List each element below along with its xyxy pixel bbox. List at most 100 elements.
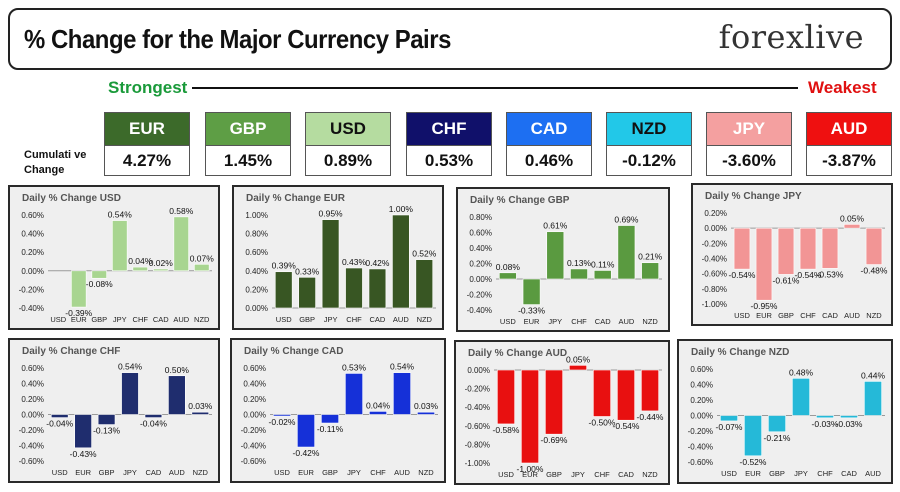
data-label: 0.03% <box>414 401 439 411</box>
chart-panel: Daily % Change NZD 0.60% 0.40% 0.20% 0.00% -0… <box>677 339 893 484</box>
bar <box>417 411 435 415</box>
data-label: -0.95% <box>751 301 778 311</box>
bar <box>521 369 539 464</box>
cumulative-label-line: Cumulati ve <box>24 149 87 161</box>
bar <box>393 372 411 415</box>
x-tick-label: JPY <box>347 468 361 477</box>
bar <box>50 414 69 418</box>
y-tick-label: -0.40% <box>688 443 713 452</box>
x-tick-label: CAD <box>618 470 634 479</box>
y-tick-label: 0.20% <box>704 209 727 218</box>
data-label: -0.04% <box>140 419 167 429</box>
data-label: 0.44% <box>861 370 886 380</box>
data-label: -0.21% <box>764 433 791 443</box>
currency-name: EUR <box>105 113 189 145</box>
data-label: 0.11% <box>591 259 615 269</box>
x-tick-label: JPY <box>123 468 137 477</box>
x-tick-label: NZD <box>417 315 433 324</box>
currency-tile-gbp: GBP 1.45% <box>205 112 291 176</box>
data-label: 0.04% <box>128 256 153 266</box>
y-tick-label: 0.00% <box>21 411 44 420</box>
bar <box>121 372 139 415</box>
y-tick-label: 0.60% <box>21 211 44 220</box>
x-tick-label: GBP <box>778 311 794 320</box>
currency-tile-usd: USD 0.89% <box>305 112 391 176</box>
data-label: -1.00% <box>517 464 544 474</box>
data-label: -0.07% <box>716 422 743 432</box>
x-tick-label: CHF <box>594 470 610 479</box>
x-tick-label: USD <box>52 468 68 477</box>
currency-tile-cad: CAD 0.46% <box>506 112 592 176</box>
data-label: 0.33% <box>295 266 320 276</box>
cumulative-value: 0.53% <box>407 145 491 175</box>
currency-tile-eur: EUR 4.27% <box>104 112 190 176</box>
x-tick-label: NZD <box>418 468 434 477</box>
x-tick-label: JPY <box>548 317 562 326</box>
y-tick-label: 0.80% <box>245 230 268 239</box>
y-tick-label: 0.40% <box>469 244 492 253</box>
y-tick-label: 0.80% <box>469 213 492 222</box>
cumulative-value: 0.46% <box>507 145 591 175</box>
bar-chart: Daily % Change CAD0.60%0.40%0.20%0.00%-0… <box>241 346 439 477</box>
bar <box>617 369 635 421</box>
currency-name: GBP <box>206 113 290 145</box>
data-label: -0.54% <box>795 270 822 280</box>
x-tick-label: EUR <box>745 469 761 478</box>
y-tick-label: -0.80% <box>702 285 727 294</box>
bar <box>132 266 148 272</box>
cumulative-change-label: Cumulati ve Change <box>24 148 86 178</box>
data-label: -0.50% <box>589 418 616 428</box>
cumulative-value: -3.87% <box>807 145 891 175</box>
x-tick-label: AUD <box>619 317 635 326</box>
bar <box>865 227 883 265</box>
bar <box>297 414 315 448</box>
header-banner: % Change for the Major Currency Pairs fo… <box>8 8 892 70</box>
data-label: -0.61% <box>773 275 800 285</box>
y-tick-label: 0.40% <box>21 230 44 239</box>
x-tick-label: GBP <box>91 315 107 324</box>
data-label: -0.54% <box>613 421 640 431</box>
x-tick-label: AUD <box>393 315 409 324</box>
data-label: 0.04% <box>366 400 391 410</box>
data-label: -0.13% <box>93 426 120 436</box>
bar <box>792 377 810 416</box>
data-label: -0.03% <box>836 419 863 429</box>
data-label: -0.03% <box>812 419 839 429</box>
y-tick-label: -0.60% <box>465 422 490 431</box>
bar <box>112 220 128 272</box>
y-tick-label: -0.20% <box>688 427 713 436</box>
chart-panel: Daily % Change USD 0.60% 0.40% 0.20% 0.00% -0… <box>8 185 220 330</box>
x-tick-label: NZD <box>194 315 210 324</box>
x-tick-label: AUD <box>169 468 185 477</box>
data-label: -0.11% <box>317 424 344 434</box>
bar <box>144 414 163 418</box>
y-tick-label: 0.40% <box>690 381 713 390</box>
x-tick-label: EUR <box>298 468 314 477</box>
x-tick-label: CHF <box>370 468 386 477</box>
y-tick-label: -0.20% <box>467 291 492 300</box>
x-tick-label: JPY <box>113 315 127 324</box>
chart-panel: Daily % Change JPY 0.20% 0.00% -0.20% -0.40%… <box>691 183 893 326</box>
data-label: -0.54% <box>729 270 756 280</box>
bar <box>173 216 189 272</box>
chart-title: Daily % Change CAD <box>244 346 343 357</box>
bar <box>321 414 339 424</box>
bar <box>720 415 738 422</box>
x-tick-label: CAD <box>153 315 169 324</box>
bar <box>194 263 210 272</box>
x-tick-label: CHF <box>133 315 149 324</box>
y-tick-label: -0.40% <box>19 304 44 313</box>
y-tick-label: -0.40% <box>241 442 266 451</box>
bar <box>768 415 786 433</box>
y-tick-label: 0.60% <box>21 364 44 373</box>
bar <box>545 369 563 435</box>
bar <box>777 227 795 275</box>
x-tick-label: CAD <box>595 317 611 326</box>
data-label: 0.54% <box>108 210 133 220</box>
data-label: 0.03% <box>188 401 213 411</box>
data-label: 0.52% <box>412 249 437 259</box>
x-tick-label: USD <box>498 470 514 479</box>
bar <box>641 369 659 412</box>
y-tick-label: 0.00% <box>690 412 713 421</box>
bar <box>298 277 316 309</box>
